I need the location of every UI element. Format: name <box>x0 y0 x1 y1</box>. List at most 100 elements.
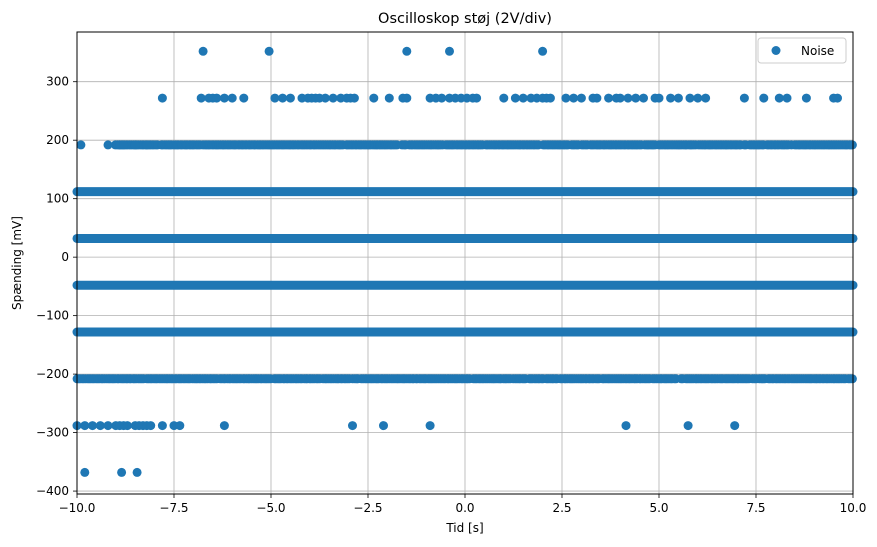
data-point <box>683 421 693 431</box>
x-tick-label: 7.5 <box>746 501 765 515</box>
x-axis-label: Tid [s] <box>445 521 483 535</box>
data-point <box>538 46 548 56</box>
y-tick-label: −100 <box>36 309 69 323</box>
x-tick-label: 0.0 <box>455 501 474 515</box>
data-point <box>801 93 811 103</box>
data-point <box>227 93 237 103</box>
x-tick-label: 2.5 <box>552 501 571 515</box>
legend-marker-noise <box>771 46 781 55</box>
data-point <box>623 93 633 103</box>
data-point <box>88 421 97 431</box>
data-point <box>402 93 412 103</box>
data-point <box>693 93 703 103</box>
data-point <box>130 140 140 150</box>
data-point <box>270 93 280 103</box>
data-point <box>142 140 152 150</box>
data-point <box>569 93 579 103</box>
data-point <box>198 46 208 56</box>
data-point <box>402 46 412 56</box>
data-point <box>95 421 105 431</box>
data-point <box>774 93 784 103</box>
data-point <box>384 93 394 103</box>
data-point <box>631 93 641 103</box>
data-point <box>499 93 509 103</box>
data-point <box>348 421 357 431</box>
y-tick-label: −200 <box>36 367 69 381</box>
data-band <box>72 327 858 337</box>
data-point <box>425 421 435 431</box>
data-point <box>146 421 156 431</box>
x-tick-label: 10.0 <box>840 501 867 515</box>
data-point <box>132 467 142 477</box>
y-axis-label: Spænding [mV] <box>10 216 24 310</box>
x-tick-label: −7.5 <box>159 501 188 515</box>
data-point <box>759 93 769 103</box>
data-points <box>72 46 858 477</box>
data-point <box>328 93 338 103</box>
data-point <box>739 93 749 103</box>
data-point <box>369 93 379 103</box>
x-axis-ticks: −10.0 −7.5 −5.0 −2.5 0.0 2.5 5.0 7.5 10.0 <box>59 494 867 515</box>
data-point <box>847 140 857 150</box>
data-point <box>103 140 113 150</box>
data-point <box>80 421 90 431</box>
data-point <box>833 93 842 103</box>
data-point <box>666 93 676 103</box>
y-tick-label: 0 <box>61 250 69 264</box>
data-point <box>212 93 222 103</box>
data-point <box>117 467 127 477</box>
data-point <box>673 93 683 103</box>
data-point <box>518 93 528 103</box>
data-point <box>119 140 129 150</box>
chart-title: Oscilloskop støj (2V/div) <box>378 11 552 27</box>
data-point <box>76 140 86 150</box>
data-point <box>576 93 586 103</box>
data-band <box>72 280 858 290</box>
y-axis-ticks: −400 −300 −200 −100 0 100 200 300 <box>36 75 77 498</box>
data-point <box>219 93 229 103</box>
y-tick-label: 300 <box>46 75 69 89</box>
data-point <box>445 46 454 56</box>
data-point <box>278 93 288 103</box>
data-point <box>561 93 571 103</box>
data-point <box>437 93 447 103</box>
data-point <box>621 421 631 431</box>
data-point <box>196 93 206 103</box>
data-point <box>80 467 90 477</box>
data-point <box>782 93 792 103</box>
data-point <box>639 93 648 103</box>
data-point <box>701 93 711 103</box>
y-tick-label: −300 <box>36 426 69 440</box>
data-point <box>122 421 132 431</box>
data-point <box>264 46 274 56</box>
data-band <box>72 233 858 243</box>
data-point <box>103 421 113 431</box>
data-point <box>730 421 740 431</box>
x-tick-label: −2.5 <box>353 501 382 515</box>
data-band <box>72 187 858 197</box>
x-tick-label: −10.0 <box>59 501 96 515</box>
data-point <box>510 93 520 103</box>
data-point <box>239 93 249 103</box>
data-point <box>545 93 555 103</box>
data-point <box>157 421 167 431</box>
legend-label-noise: Noise <box>801 44 834 58</box>
data-point <box>349 93 359 103</box>
data-point <box>472 93 482 103</box>
x-tick-label: 5.0 <box>649 501 668 515</box>
data-point <box>379 421 388 431</box>
data-point <box>175 421 185 431</box>
y-tick-label: 100 <box>46 192 69 206</box>
data-point <box>285 93 295 103</box>
y-tick-label: 200 <box>46 133 69 147</box>
x-tick-label: −5.0 <box>256 501 285 515</box>
data-point <box>157 93 167 103</box>
data-point <box>685 93 695 103</box>
y-tick-label: −400 <box>36 484 69 498</box>
data-point <box>320 93 330 103</box>
data-point <box>592 93 602 103</box>
legend-box <box>757 37 847 64</box>
data-point <box>654 93 664 103</box>
